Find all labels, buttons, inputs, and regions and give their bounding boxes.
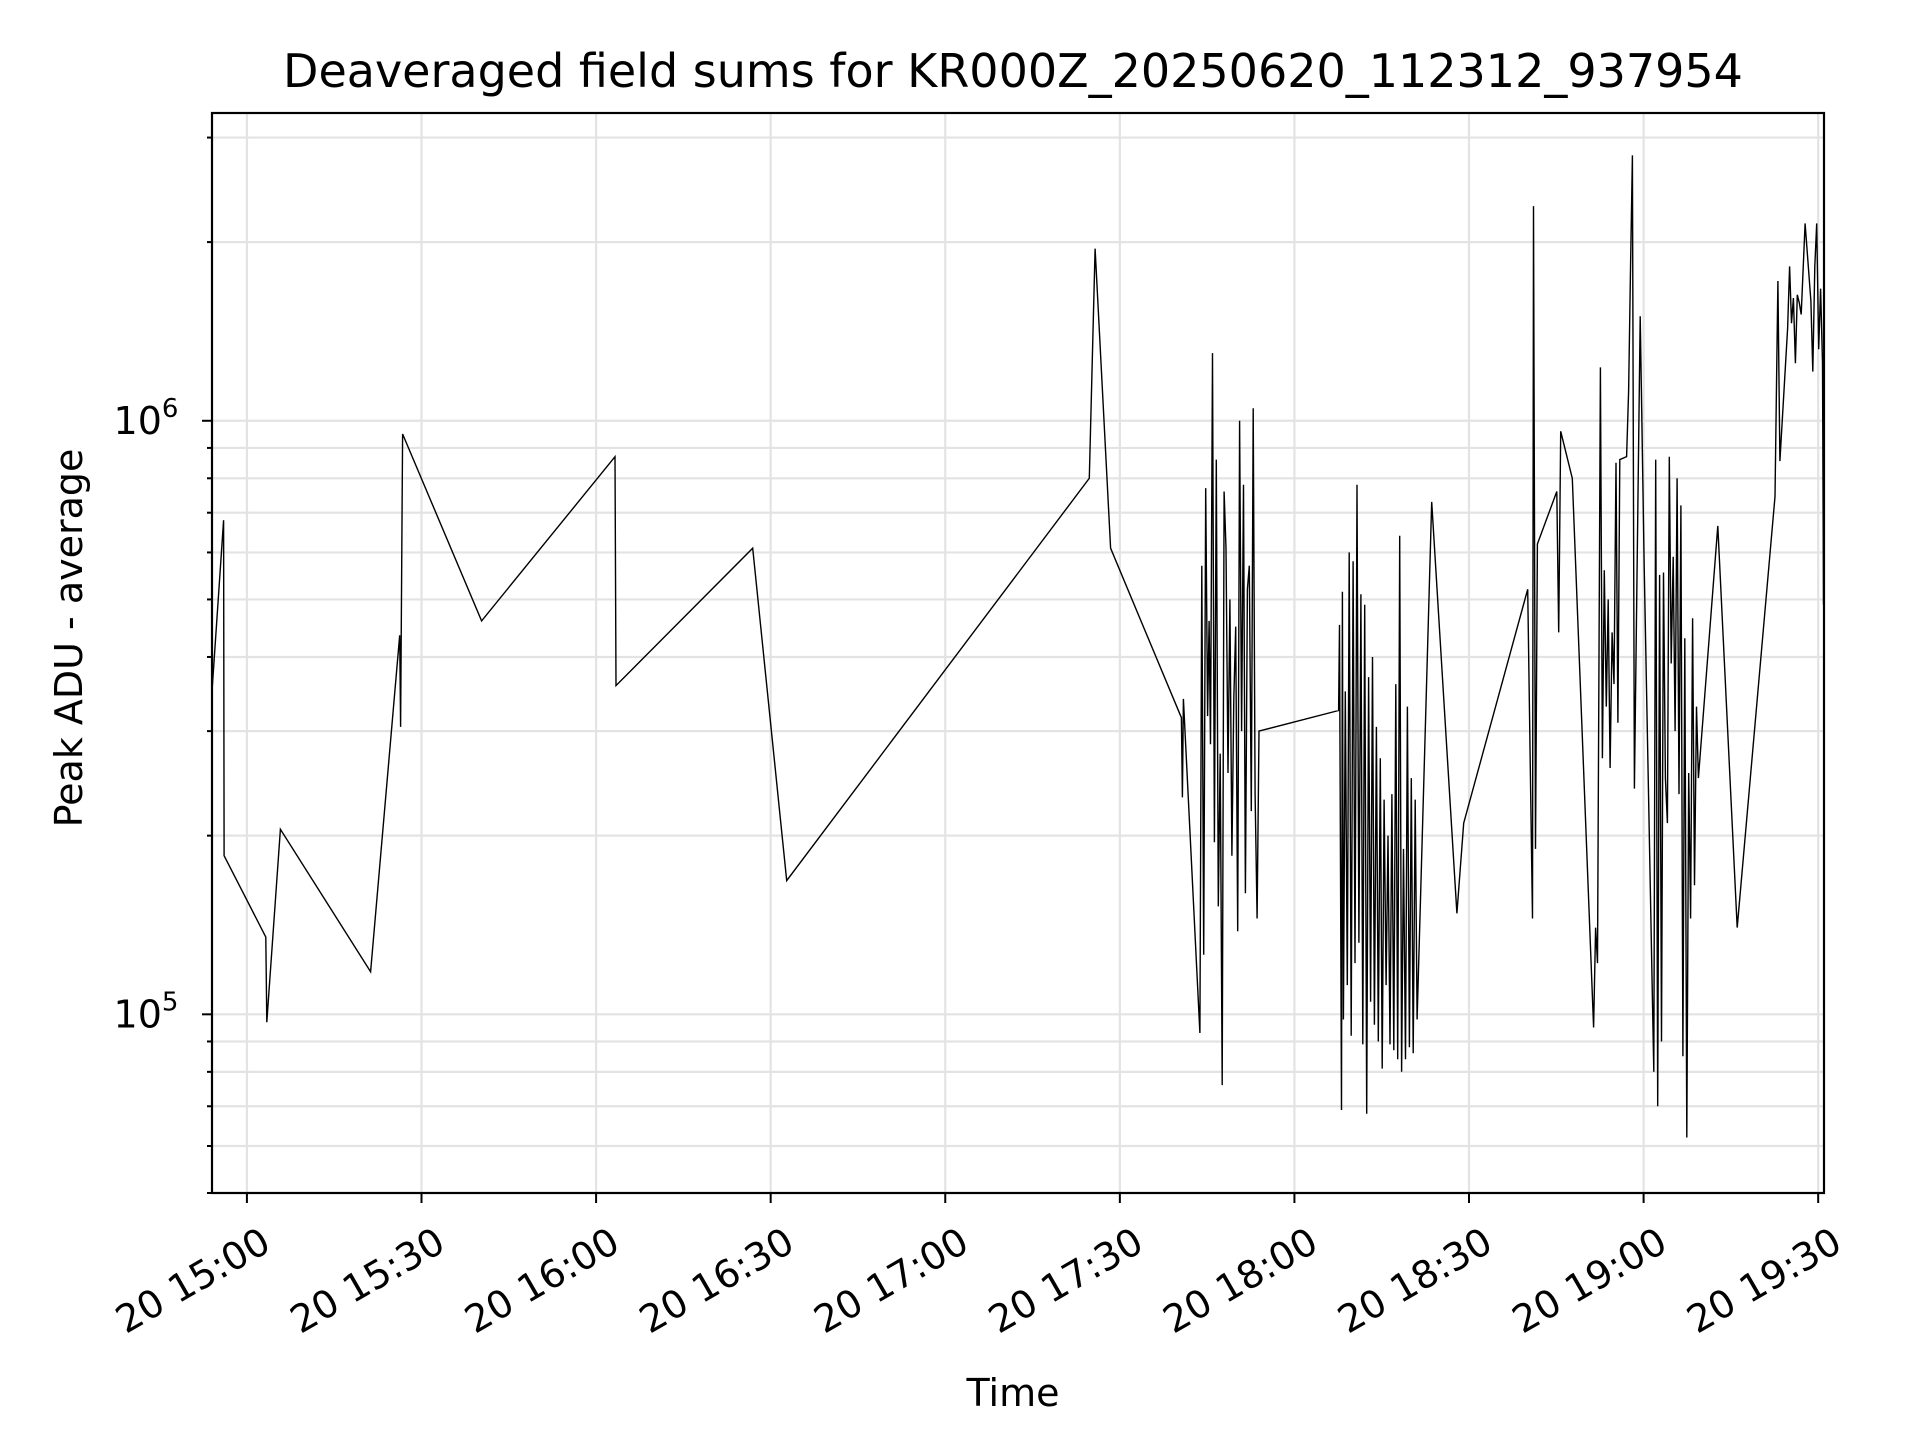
y-tick-label: 105 xyxy=(114,987,179,1036)
chart-title: Deaveraged field sums for KR000Z_2025062… xyxy=(283,44,1743,98)
plot-area-frame xyxy=(210,111,1826,1195)
grid-layer xyxy=(212,113,1824,1195)
x-axis-label: Time xyxy=(966,1371,1060,1415)
y-tick-label: 106 xyxy=(114,394,179,443)
series-layer xyxy=(211,155,1825,1138)
y-axis-label: Peak ADU - average xyxy=(47,449,91,828)
series-line-0 xyxy=(211,155,1825,1138)
